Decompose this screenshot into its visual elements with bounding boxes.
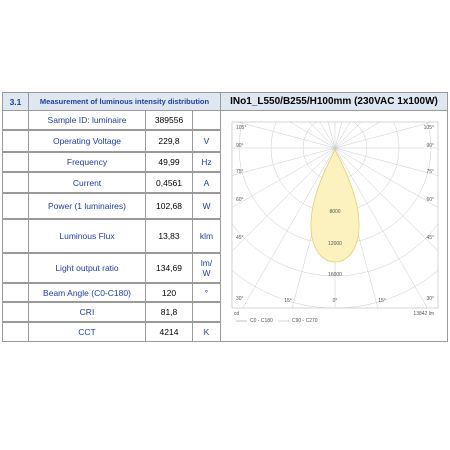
angle-label: 15° <box>378 298 386 304</box>
angle-label: 105° <box>424 125 434 131</box>
unit-text: Hz <box>201 157 212 167</box>
angle-label: 90° <box>426 143 434 149</box>
angle-label: 45° <box>426 235 434 241</box>
radial-line <box>334 147 438 176</box>
radial-line <box>334 122 381 149</box>
unit-label: cd <box>234 311 240 317</box>
legend-label: C90 - C270 <box>292 318 318 324</box>
unit-text: klm <box>199 231 214 241</box>
angle-label: 60° <box>236 197 244 203</box>
unit-text: A <box>203 177 210 188</box>
ring <box>111 0 450 372</box>
radial-line <box>232 147 336 252</box>
angle-label: 30° <box>236 296 244 302</box>
angle-label: 0° <box>333 298 338 304</box>
legend-label: C0 - C180 <box>250 318 273 324</box>
radial-line <box>334 122 433 149</box>
unit-text: V <box>203 136 210 146</box>
radial-line <box>334 147 438 252</box>
grid <box>111 0 450 372</box>
angle-label: 60° <box>426 197 434 203</box>
distribution-curve <box>310 149 360 263</box>
radial-line <box>289 122 336 149</box>
angle-label: 45° <box>236 235 244 241</box>
ring-label: 16000 <box>328 272 342 278</box>
unit-text: K <box>203 327 210 337</box>
radial-line <box>334 147 438 208</box>
angle-label: 90° <box>236 143 244 149</box>
radial-line <box>232 147 336 208</box>
unit-text: W <box>202 201 211 211</box>
angle-label: 105° <box>236 125 246 131</box>
radial-line <box>308 122 336 149</box>
ring-label: 8000 <box>329 209 340 215</box>
flux-label: 13842 lm <box>413 311 434 317</box>
angle-label: 75° <box>426 169 434 175</box>
angle-label: 75° <box>236 169 244 175</box>
ring-label: 12000 <box>328 241 342 247</box>
radial-line <box>242 147 336 308</box>
angle-label: 30° <box>426 296 434 302</box>
radial-line <box>232 147 336 176</box>
unit-text: lm/ <box>200 258 213 268</box>
angle-label: 15° <box>284 298 292 304</box>
unit-text: W <box>202 268 211 278</box>
radial-line <box>334 147 428 308</box>
radial-line <box>237 122 336 149</box>
diagram-panel <box>220 110 448 342</box>
unit-text: ° <box>204 287 209 298</box>
